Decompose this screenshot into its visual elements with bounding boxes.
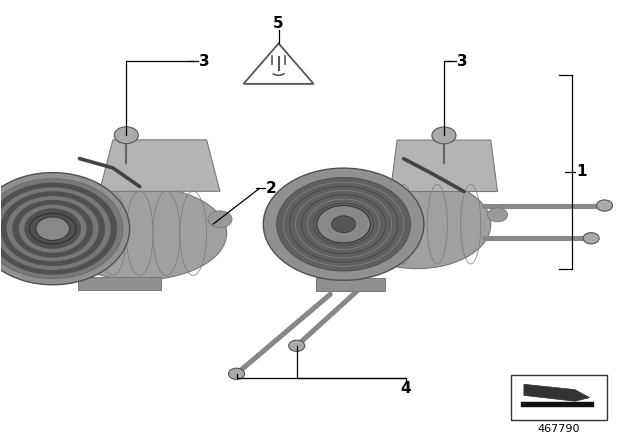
Text: 3: 3: [199, 54, 209, 69]
Ellipse shape: [276, 177, 410, 271]
Text: 3: 3: [457, 54, 468, 69]
Text: 467790: 467790: [538, 424, 580, 434]
Circle shape: [115, 127, 138, 144]
Ellipse shape: [6, 196, 99, 262]
Circle shape: [583, 233, 599, 244]
Text: 1: 1: [577, 164, 588, 179]
Circle shape: [432, 127, 456, 144]
Circle shape: [208, 211, 232, 228]
Ellipse shape: [263, 168, 424, 280]
Circle shape: [289, 340, 305, 351]
Ellipse shape: [19, 204, 87, 253]
Ellipse shape: [0, 179, 123, 279]
Ellipse shape: [0, 172, 130, 285]
Circle shape: [36, 217, 69, 241]
Ellipse shape: [0, 183, 117, 275]
Ellipse shape: [24, 209, 81, 249]
Ellipse shape: [29, 214, 76, 244]
Circle shape: [488, 208, 508, 222]
FancyBboxPatch shape: [78, 277, 161, 290]
Circle shape: [228, 368, 244, 379]
FancyBboxPatch shape: [316, 279, 385, 291]
Circle shape: [317, 206, 371, 243]
Ellipse shape: [344, 180, 491, 269]
Circle shape: [332, 216, 356, 233]
Text: 4: 4: [401, 381, 412, 396]
Text: 2: 2: [266, 181, 276, 196]
Circle shape: [596, 200, 612, 211]
Ellipse shape: [0, 187, 111, 270]
Ellipse shape: [13, 200, 93, 257]
Polygon shape: [100, 140, 220, 191]
Ellipse shape: [1, 191, 105, 266]
Polygon shape: [344, 191, 390, 262]
Polygon shape: [390, 140, 497, 191]
FancyBboxPatch shape: [521, 402, 594, 407]
Polygon shape: [524, 384, 589, 401]
Text: 5: 5: [273, 16, 284, 31]
Ellipse shape: [52, 187, 227, 280]
Polygon shape: [60, 191, 100, 271]
